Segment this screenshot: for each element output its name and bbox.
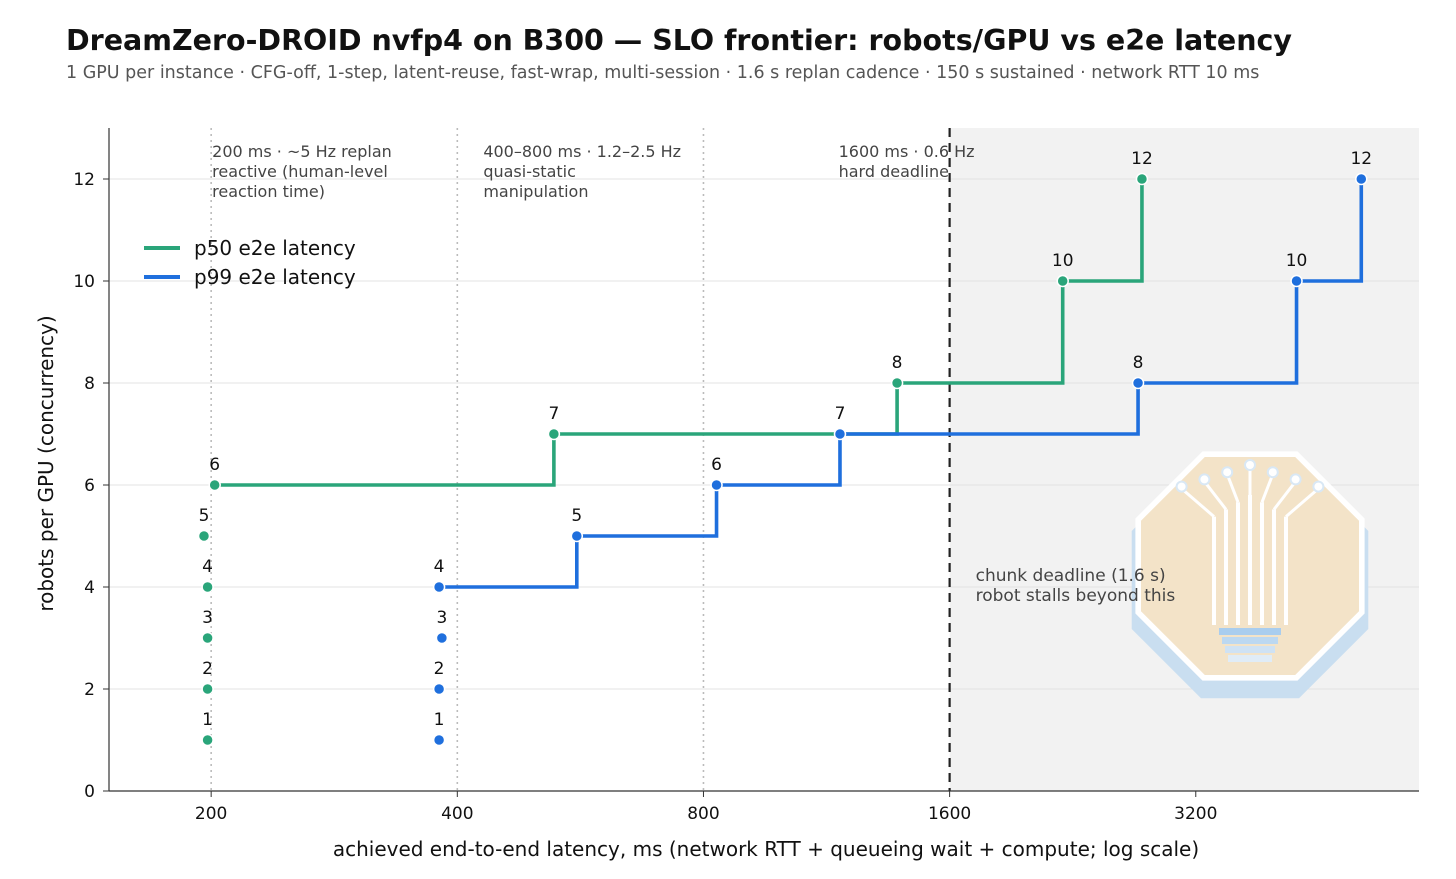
x-tick-label: 3200 <box>1174 804 1217 824</box>
logo-node <box>1175 480 1188 493</box>
data-point <box>201 733 214 747</box>
reference-annotation: 200 ms · ~5 Hz replan <box>212 142 392 161</box>
logo-branch <box>1285 487 1320 518</box>
data-point <box>432 580 446 594</box>
data-label: 1 <box>202 710 213 730</box>
logo-branch <box>1180 487 1215 518</box>
chart-title: DreamZero-DROID nvfp4 on B300 — SLO fron… <box>66 24 1293 57</box>
logo-node <box>1244 459 1256 471</box>
logo-bulb-base <box>1225 646 1275 653</box>
chart-subtitle: 1 GPU per instance · CFG-off, 1-step, la… <box>66 63 1260 83</box>
data-label: 6 <box>209 455 220 475</box>
logo-node <box>1221 466 1234 479</box>
logo-node <box>1198 473 1211 486</box>
data-point <box>710 478 723 492</box>
data-label: 10 <box>1052 251 1074 271</box>
logo-node <box>1312 480 1325 493</box>
data-point <box>1355 172 1368 186</box>
data-point <box>432 682 446 696</box>
legend-label: p99 e2e latency <box>194 265 356 289</box>
logo-branch <box>1260 473 1275 503</box>
data-point <box>833 427 847 441</box>
data-point <box>1131 376 1145 390</box>
data-label: 2 <box>434 659 445 679</box>
data-label: 7 <box>548 404 559 424</box>
data-point <box>201 580 214 594</box>
deadline-region-text: chunk deadline (1.6 s) <box>976 566 1166 586</box>
x-tick-label: 400 <box>441 804 473 824</box>
data-label: 5 <box>571 506 582 526</box>
logo-node <box>1266 466 1279 479</box>
reference-lines <box>210 128 951 791</box>
y-tick-label: 4 <box>84 578 95 598</box>
data-point <box>1290 274 1303 288</box>
logo-bulb-base <box>1228 655 1272 662</box>
logo-bulb-base <box>1222 637 1278 644</box>
logo-bulb-base <box>1219 628 1281 635</box>
data-label: 6 <box>711 455 722 475</box>
data-point <box>197 529 211 543</box>
data-label: 8 <box>892 353 903 373</box>
data-label: 5 <box>199 506 210 526</box>
y-axis-label: robots per GPU (concurrency) <box>34 315 58 611</box>
data-point <box>201 631 214 645</box>
reference-annotation: hard deadline <box>839 162 949 181</box>
data-label: 7 <box>835 404 846 424</box>
data-label: 2 <box>202 659 213 679</box>
logo-node <box>1289 473 1302 486</box>
x-tick-label: 1600 <box>928 804 971 824</box>
data-point <box>1056 274 1069 288</box>
data-point <box>1135 172 1149 186</box>
data-point <box>201 682 214 696</box>
data-point <box>208 478 221 492</box>
y-tick-label: 2 <box>84 680 95 700</box>
logo-branch <box>1203 480 1228 511</box>
reference-annotation: reactive (human-level <box>212 162 388 181</box>
x-tick-label: 800 <box>687 804 719 824</box>
data-label: 3 <box>202 608 213 628</box>
data-point <box>432 733 446 747</box>
data-point <box>435 631 449 645</box>
y-tick-label: 10 <box>73 272 95 292</box>
data-label: 4 <box>202 557 213 577</box>
deadline-shaded-region <box>949 128 1419 791</box>
data-label: 3 <box>436 608 447 628</box>
logo-branch <box>1272 480 1297 511</box>
data-point <box>890 376 904 390</box>
reference-annotation: quasi-static <box>483 162 576 181</box>
legend-label: p50 e2e latency <box>194 236 356 260</box>
reference-annotation: 1600 ms · 0.6 Hz <box>839 142 975 161</box>
y-tick-label: 6 <box>84 476 95 496</box>
data-point <box>547 427 561 441</box>
reference-annotation: reaction time) <box>212 182 325 201</box>
data-label: 12 <box>1350 149 1372 169</box>
y-tick-label: 8 <box>84 374 95 394</box>
data-label: 4 <box>434 557 445 577</box>
deadline-region-text: robot stalls beyond this <box>976 586 1176 606</box>
x-axis-label: achieved end-to-end latency, ms (network… <box>333 837 1199 861</box>
data-point <box>570 529 584 543</box>
y-tick-label: 0 <box>84 782 95 802</box>
data-label: 10 <box>1286 251 1308 271</box>
data-label: 1 <box>434 710 445 730</box>
reference-annotation: 400–800 ms · 1.2–2.5 Hz <box>483 142 681 161</box>
y-tick-label: 12 <box>73 170 95 190</box>
data-label: 12 <box>1131 149 1153 169</box>
data-label: 8 <box>1133 353 1144 373</box>
reference-annotation: manipulation <box>483 182 588 201</box>
logo-branch <box>1225 473 1240 503</box>
legend: p50 e2e latency p99 e2e latency <box>144 236 356 289</box>
x-tick-label: 200 <box>195 804 227 824</box>
circuit-tree-logo <box>1131 451 1369 699</box>
